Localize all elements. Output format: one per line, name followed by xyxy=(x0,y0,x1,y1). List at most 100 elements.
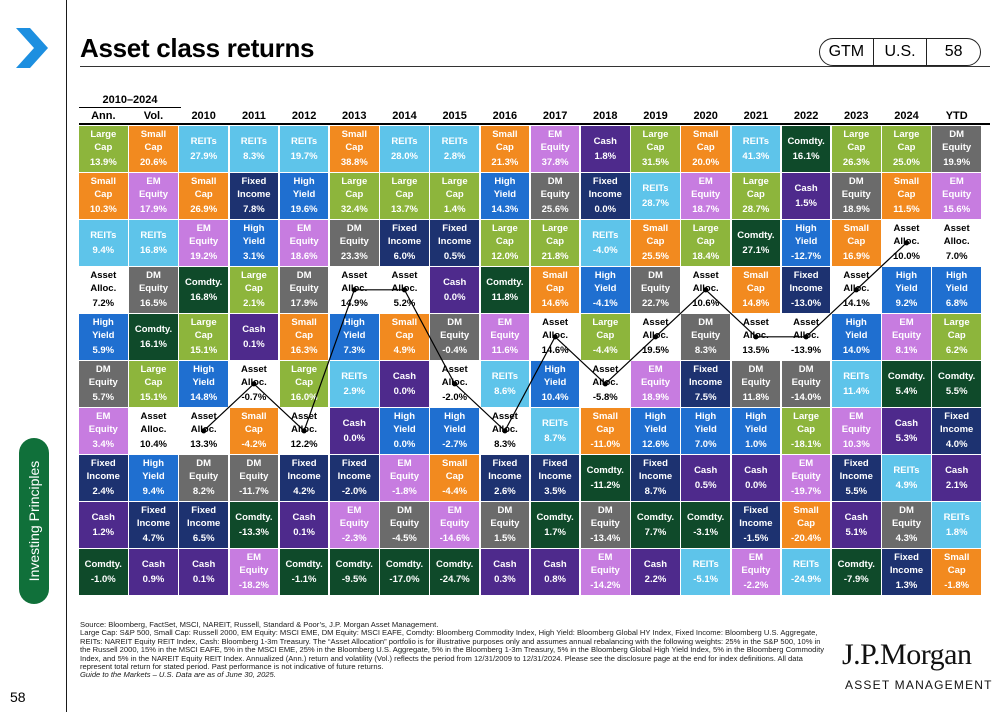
asset-name: High xyxy=(142,458,165,470)
asset-cell-fixed-income: Fixed Income 6.5% xyxy=(179,502,228,548)
asset-name: Alloc. xyxy=(240,377,267,389)
asset-name: Asset xyxy=(341,270,368,282)
asset-cell-em-equity: EM Equity -2.2% xyxy=(731,549,781,595)
asset-cell-asset-alloc: Asset Alloc. 12.2% xyxy=(279,408,329,454)
return-value: 6.8% xyxy=(945,298,968,310)
chevron-right-icon xyxy=(16,28,48,68)
asset-cell-small-cap: Small Cap -4.2% xyxy=(229,408,279,454)
asset-name: Cap xyxy=(295,330,314,342)
asset-name: Equity xyxy=(590,518,620,530)
asset-name: Large xyxy=(291,364,318,376)
asset-name: Cap xyxy=(596,330,615,342)
asset-cell-large-cap: Large Cap 18.4% xyxy=(681,220,730,266)
asset-name: Cash xyxy=(945,464,969,476)
column-header-2018: 2018 xyxy=(593,110,618,122)
asset-name: Cap xyxy=(897,142,916,154)
asset-name: Comdty. xyxy=(837,558,875,570)
asset-cell-reits: REITs 8.7% xyxy=(530,408,580,454)
asset-name: Equity xyxy=(490,330,520,342)
asset-name: Equity xyxy=(239,565,269,577)
asset-name: High xyxy=(193,364,215,376)
asset-name: Asset xyxy=(592,364,619,376)
asset-name: DM xyxy=(447,317,463,329)
asset-name: High xyxy=(243,223,265,235)
asset-cell-small-cap: Small Cap 38.8% xyxy=(330,126,379,172)
return-value: -12.7% xyxy=(791,251,822,263)
return-value: 16.8% xyxy=(190,291,218,303)
asset-name: Comdty. xyxy=(787,135,825,147)
asset-name: Asset xyxy=(692,270,719,282)
asset-cell-em-equity: EM Equity 19.2% xyxy=(179,220,228,266)
asset-cell-large-cap: Large Cap 32.4% xyxy=(330,173,379,219)
asset-name: High xyxy=(644,411,667,423)
return-value: 5.7% xyxy=(92,392,115,404)
asset-name: Fixed xyxy=(592,176,618,188)
return-value: 25.6% xyxy=(541,204,569,216)
return-value: 7.2% xyxy=(92,298,115,310)
asset-name: Equity xyxy=(339,236,369,248)
return-value: -13.4% xyxy=(590,533,621,545)
return-value: 8.7% xyxy=(544,432,566,444)
return-value: 4.7% xyxy=(142,533,165,545)
asset-name: High xyxy=(695,411,717,423)
return-value: 23.3% xyxy=(340,251,368,263)
return-value: 15.1% xyxy=(140,392,167,404)
footnote-source: Source: Bloomberg, FactSet, MSCI, NAREIT… xyxy=(80,620,439,629)
return-value: 28.0% xyxy=(391,150,418,162)
asset-name: REITs xyxy=(592,229,619,241)
return-value: 8.1% xyxy=(895,345,918,357)
asset-cell-cash: Cash 0.0% xyxy=(731,455,781,501)
asset-cell-comdty: Comdty. 27.1% xyxy=(731,220,781,266)
return-value: 0.1% xyxy=(243,338,265,350)
return-value: 0.5% xyxy=(694,479,717,491)
return-value: 38.8% xyxy=(340,157,368,169)
return-value: 11.6% xyxy=(491,345,519,357)
asset-name: Equity xyxy=(389,518,419,530)
asset-cell-comdty: Comdty. 5.4% xyxy=(882,361,931,407)
asset-name: Income xyxy=(237,189,271,201)
return-value: 21.3% xyxy=(491,157,519,169)
return-value: 31.5% xyxy=(642,157,669,169)
asset-cell-asset-alloc: Asset Alloc. 7.2% xyxy=(79,267,128,313)
return-value: 14.0% xyxy=(842,345,870,357)
column-header-2022: 2022 xyxy=(793,110,819,122)
asset-name: Equity xyxy=(691,330,721,342)
asset-cell-fixed-income: Fixed Income 1.3% xyxy=(882,549,931,595)
asset-name: Alloc. xyxy=(843,283,870,295)
asset-cell-reits: REITs 8.6% xyxy=(480,361,530,407)
column-header-2020: 2020 xyxy=(693,110,718,122)
asset-cell-large-cap: Large Cap -18.1% xyxy=(781,408,831,454)
asset-name: Large xyxy=(843,129,870,141)
return-value: 8.6% xyxy=(494,385,516,397)
title-divider xyxy=(80,66,990,67)
asset-cell-fixed-income: Fixed Income 7.5% xyxy=(681,361,730,407)
return-value: -19.7% xyxy=(791,486,822,498)
return-value: 16.3% xyxy=(290,345,318,357)
asset-name: Cash xyxy=(543,558,567,570)
asset-cell-asset-alloc: Asset Alloc. 7.0% xyxy=(932,220,981,266)
asset-name: Equity xyxy=(88,377,118,389)
asset-cell-asset-alloc: Asset Alloc. -13.9% xyxy=(781,314,831,360)
asset-cell-asset-alloc: Asset Alloc. 14.1% xyxy=(832,267,881,313)
asset-cell-large-cap: Large Cap 28.7% xyxy=(731,173,781,219)
asset-name: Fixed xyxy=(843,458,869,470)
asset-name: Asset xyxy=(893,223,920,235)
asset-cell-dm-equity: DM Equity 23.3% xyxy=(330,220,379,266)
return-value: 26.3% xyxy=(842,157,870,169)
asset-name: Yield xyxy=(644,424,667,436)
asset-name: Equity xyxy=(189,236,219,248)
asset-name: DM xyxy=(748,364,764,376)
asset-cell-dm-equity: DM Equity 25.6% xyxy=(530,173,580,219)
asset-name: EM xyxy=(547,129,563,141)
asset-name: Cash xyxy=(493,558,517,570)
asset-cell-dm-equity: DM Equity -14.0% xyxy=(781,361,831,407)
asset-name: Cap xyxy=(495,236,514,248)
asset-name: Comdty. xyxy=(385,558,424,570)
asset-name: High xyxy=(594,270,616,282)
asset-name: Fixed xyxy=(944,411,970,423)
asset-name: Alloc. xyxy=(793,330,820,342)
asset-cell-asset-alloc: Asset Alloc. -0.7% xyxy=(229,361,279,407)
asset-name: Cash xyxy=(894,417,919,429)
return-value: 13.5% xyxy=(742,345,770,357)
